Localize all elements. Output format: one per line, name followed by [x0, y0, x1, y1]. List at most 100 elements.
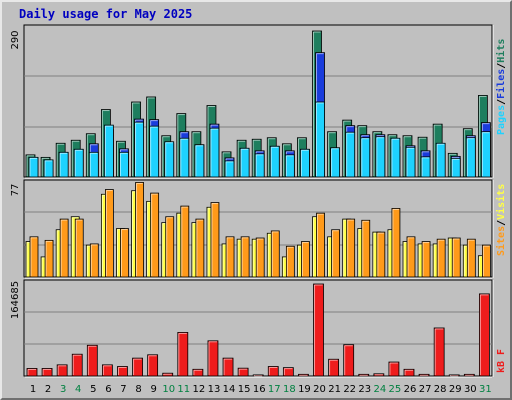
kbytes-bar-day-7: [117, 366, 128, 377]
pages-bar-day-4: [73, 148, 84, 178]
kbytes-bar-day-15: [237, 367, 249, 377]
sites-bar-day-15: [240, 236, 250, 278]
x-tick-label-day-29: 29: [449, 384, 462, 395]
x-tick-label-day-18: 18: [283, 384, 296, 395]
sites-bar-day-25: [391, 208, 401, 278]
sites-bar-day-16: [255, 237, 265, 278]
pages-bar-day-10: [164, 141, 175, 178]
sites-bar-day-14: [225, 236, 235, 278]
kbytes-bar-day-5: [86, 344, 98, 377]
chart-title: Daily usage for May 2025: [19, 7, 193, 21]
x-tick-label-day-14: 14: [223, 384, 236, 395]
x-tick-label-day-5: 5: [90, 384, 96, 395]
kbytes-bar-day-11: [177, 332, 189, 377]
x-tick-label-day-1: 1: [30, 384, 36, 395]
kbytes-bar-day-31: [478, 293, 490, 377]
sites-bar-day-12: [195, 218, 205, 278]
x-tick-label-day-27: 27: [419, 384, 432, 395]
ymax-label-chart-1: 290: [10, 30, 21, 49]
legend-entry-kbf: kB F: [496, 349, 507, 373]
kbytes-bar-day-28: [433, 327, 445, 377]
sites-bar-day-22: [346, 218, 356, 278]
pages-bar-day-17: [269, 145, 280, 178]
kbytes-bar-day-2: [41, 368, 53, 377]
x-tick-label-day-26: 26: [404, 384, 417, 395]
kbytes-bar-day-26: [403, 368, 415, 377]
x-tick-label-day-12: 12: [193, 384, 206, 395]
sites-bar-day-29: [451, 237, 461, 278]
sites-bar-day-17: [270, 230, 280, 278]
kbytes-bar-day-12: [192, 368, 204, 377]
pages-bar-day-9: [149, 125, 160, 178]
sites-bar-day-19: [301, 241, 310, 278]
x-tick-label-day-10: 10: [162, 384, 175, 395]
x-tick-label-day-13: 13: [208, 384, 221, 395]
x-tick-label-day-3: 3: [60, 384, 66, 395]
x-tick-label-day-20: 20: [313, 384, 326, 395]
kbytes-bar-day-25: [388, 361, 400, 377]
legend-chart-1: Pages/Files/Hits: [495, 39, 507, 135]
kbytes-bar-day-18: [282, 367, 294, 377]
x-tick-label-day-21: 21: [328, 384, 341, 395]
sites-bar-day-3: [59, 218, 69, 278]
x-tick-label-day-17: 17: [268, 384, 281, 395]
pages-bar-day-20: [315, 101, 325, 178]
pages-bar-day-16: [254, 153, 265, 178]
x-tick-label-day-24: 24: [373, 384, 386, 395]
pages-bar-day-21: [330, 147, 341, 178]
kbytes-bar-day-22: [343, 344, 355, 377]
kbytes-bar-day-6: [102, 364, 113, 377]
sites-bar-day-20: [316, 212, 325, 278]
kbytes-bar-day-14: [222, 357, 234, 377]
kbytes-bar-day-4: [71, 353, 83, 377]
sites-bar-day-2: [44, 239, 54, 278]
pages-bar-day-8: [134, 121, 144, 178]
sites-bar-day-11: [180, 205, 190, 278]
kbytes-bar-day-1: [26, 368, 38, 377]
pages-bar-day-12: [194, 144, 205, 178]
pages-bar-day-31: [480, 131, 491, 178]
pages-bar-day-24: [375, 136, 386, 178]
sites-bar-day-26: [406, 236, 416, 278]
sites-bar-day-10: [165, 216, 175, 278]
x-tick-label-day-8: 8: [135, 384, 141, 395]
sites-bar-day-18: [285, 245, 295, 278]
pages-bar-day-5: [88, 151, 99, 178]
x-tick-label-day-25: 25: [389, 384, 402, 395]
sites-bar-day-13: [210, 202, 220, 278]
pages-bar-day-15: [239, 147, 250, 178]
sites-bar-day-28: [436, 238, 446, 278]
pages-bar-day-18: [284, 154, 295, 178]
pages-bar-day-22: [345, 131, 356, 178]
legend-entry-: /: [496, 220, 507, 226]
panel-3: [23, 279, 493, 377]
x-tick-label-day-2: 2: [45, 384, 51, 395]
x-tick-label-day-30: 30: [464, 384, 477, 395]
sites-bar-day-21: [331, 229, 341, 278]
x-tick-label-day-16: 16: [253, 384, 266, 395]
pages-bar-day-30: [465, 137, 476, 178]
pages-bar-day-19: [300, 148, 310, 178]
sites-bar-day-23: [361, 219, 371, 278]
legend-entry-visits: Visits: [495, 184, 507, 220]
x-tick-label-day-11: 11: [177, 384, 190, 395]
x-tick-label-day-23: 23: [358, 384, 371, 395]
pages-bar-day-1: [28, 156, 39, 178]
kbytes-bar-day-9: [147, 354, 159, 377]
pages-bar-day-25: [390, 137, 401, 178]
x-tick-label-day-9: 9: [150, 384, 156, 395]
kbytes-bar-day-3: [56, 364, 68, 377]
legend-chart-3: kB F: [496, 349, 507, 373]
x-tick-label-day-28: 28: [434, 384, 447, 395]
legend-chart-2: Sites/Visits: [495, 184, 507, 256]
sites-bar-day-4: [74, 218, 84, 278]
pages-bar-day-14: [224, 160, 235, 178]
legend-entry-sites: Sites: [495, 226, 507, 256]
legend-entry-files: Files: [495, 69, 507, 99]
pages-bar-day-6: [104, 124, 114, 178]
x-tick-label-day-6: 6: [105, 384, 111, 395]
pages-bar-day-28: [435, 142, 446, 178]
